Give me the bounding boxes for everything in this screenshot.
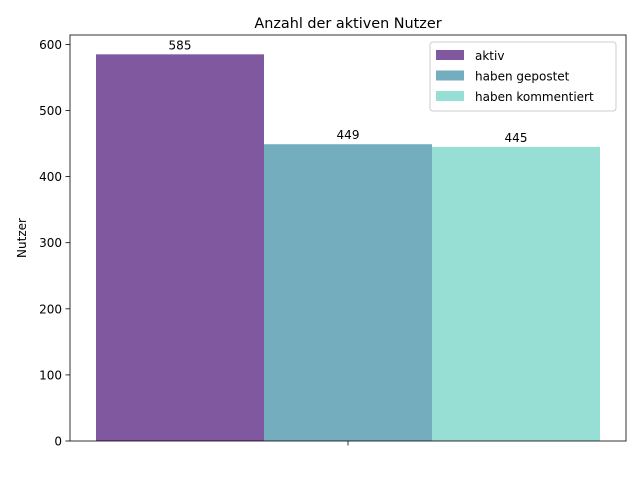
bar-aktiv (96, 54, 264, 441)
legend-swatch (436, 91, 464, 101)
data-label: 449 (337, 128, 360, 142)
legend-swatch (436, 70, 464, 81)
y-tick-label: 0 (54, 435, 62, 449)
legend-label: haben gepostet (475, 70, 570, 84)
y-axis-label: Nutzer (15, 218, 29, 258)
data-label: 585 (169, 38, 192, 52)
chart-title: Anzahl der aktiven Nutzer (254, 16, 441, 32)
bar-haben-kommentiert (432, 146, 600, 441)
plot-frame (69, 34, 627, 442)
legend-label: haben kommentiert (475, 90, 594, 104)
y-tick-label: 600 (39, 38, 62, 52)
y-tick-label: 100 (39, 368, 62, 382)
legend-label: aktiv (475, 49, 504, 63)
legend-box (429, 41, 617, 112)
y-tick-label: 500 (39, 104, 62, 118)
data-label: 445 (505, 131, 528, 145)
y-tick-label: 300 (39, 236, 62, 250)
y-tick-label: 400 (39, 170, 62, 184)
bar-haben-gepostet (264, 144, 432, 441)
legend-swatch (436, 50, 464, 60)
y-tick-label: 200 (39, 302, 62, 316)
legend: aktiv haben gepostet haben kommentiert (429, 41, 617, 112)
